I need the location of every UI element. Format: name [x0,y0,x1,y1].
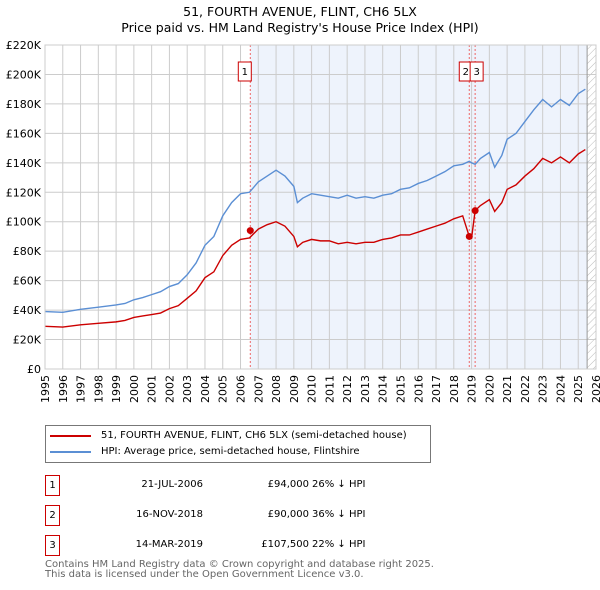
sale-hpi-diff: 22% ↓ HPI [312,539,366,550]
series-line-price [44,148,586,328]
x-tick-label: 1997 [75,375,88,403]
plot-area: 1995 1996 1997 1998 1999 2000 2001 2002 2003 2004… [6,39,600,403]
x-tick-label: 2021 [501,375,514,403]
sale-price: £94,000 [267,479,309,490]
legend-swatch-price [50,434,91,437]
x-tick-label: 1998 [92,375,105,403]
sale-price: £107,500 [261,539,309,550]
sale-point [465,232,473,240]
y-tick-label: £100K [6,216,42,229]
footer-line-1: Contains HM Land Registry data © Crown c… [45,559,434,570]
sale-label-box [237,61,252,82]
x-tick-label: 2005 [217,375,230,403]
sale-hpi-diff: 36% ↓ HPI [312,509,366,520]
sale-label: 1 [242,67,248,78]
y-tick-label: £80K [13,245,42,258]
y-tick-label: £120K [6,186,42,199]
x-tick-label: 2008 [270,375,283,403]
x-tick-label: 2013 [359,375,372,403]
sale-price: £90,000 [267,509,309,520]
x-tick-label: 2011 [323,375,336,403]
x-tick-label: 2012 [341,375,354,403]
y-tick-label: £0 [27,363,41,376]
y-tick-label: £40K [13,304,42,317]
y-tick-label: £20K [13,334,42,347]
y-tick-label: £220K [6,39,42,52]
legend-label-price: 51, FOURTH AVENUE, FLINT, CH6 5LX (semi-… [101,430,407,441]
chart-subtitle: Price paid vs. HM Land Registry's House … [121,20,479,35]
x-tick-label: 2019 [466,375,479,403]
sale-row: 1 21-JUL-2006 £94,000 26% ↓ HPI [45,475,445,496]
x-tick-label: 2018 [448,375,461,403]
x-tick-label: 2026 [590,375,600,403]
chart-title: 51, FOURTH AVENUE, FLINT, CH6 5LX [183,4,417,19]
x-tick-label: 1999 [110,375,123,403]
y-tick-label: £60K [13,275,42,288]
x-tick-label: 1996 [57,375,70,403]
footer: Contains HM Land Registry data © Crown c… [45,560,434,580]
x-tick-label: 2015 [394,375,407,403]
x-tick-label: 2002 [163,375,176,403]
sale-point [246,227,254,235]
series-line-hpi [44,88,586,314]
sale-date: 21-JUL-2006 [141,479,203,490]
x-tick-label: 2004 [199,375,212,403]
x-tick-label: 2007 [252,375,265,403]
legend-swatch-hpi [50,450,91,453]
sale-label: 2 [463,67,469,78]
sale-row: 3 14-MAR-2019 £107,500 22% ↓ HPI [45,535,445,556]
y-tick-label: £160K [6,127,42,140]
sale-number: 2 [45,505,60,526]
x-tick-label: 2000 [128,375,141,403]
footer-line-2: This data is licensed under the Open Gov… [45,569,364,580]
x-tick-label: 2020 [483,375,496,403]
x-tick-label: 2022 [519,375,532,403]
sale-number: 1 [45,475,60,496]
sale-row: 2 16-NOV-2018 £90,000 36% ↓ HPI [45,505,445,526]
plot-border [44,44,597,370]
sale-label: 3 [473,67,479,78]
sale-number: 3 [45,535,60,556]
x-tick-label: 2025 [572,375,585,403]
x-tick-label: 2016 [412,375,425,403]
legend-label-hpi: HPI: Average price, semi-detached house,… [101,446,360,457]
x-tick-label: 2014 [377,375,390,403]
x-tick-label: 1995 [39,375,52,403]
hatched-region [587,45,596,369]
x-tick-label: 2010 [306,375,319,403]
x-tick-label: 2024 [554,375,567,403]
y-tick-label: £140K [6,157,42,170]
legend: 51, FOURTH AVENUE, FLINT, CH6 5LX (semi-… [45,425,431,463]
y-tick-label: £200K [6,68,42,81]
x-tick-label: 2003 [181,375,194,403]
x-tick-label: 2009 [288,375,301,403]
sale-hpi-diff: 26% ↓ HPI [312,479,366,490]
x-tick-label: 2017 [430,375,443,403]
x-tick-label: 2006 [235,375,248,403]
y-tick-label: £180K [6,98,42,111]
sale-point [471,207,479,215]
x-tick-label: 2023 [537,375,550,403]
sale-date: 14-MAR-2019 [135,539,203,550]
sale-date: 16-NOV-2018 [136,509,203,520]
sale-label-box [469,61,484,82]
x-tick-label: 2001 [146,375,159,403]
